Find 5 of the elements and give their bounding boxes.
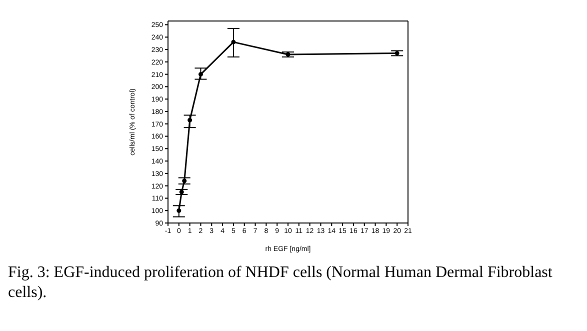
point [176,208,182,213]
caption: Fig. 3: EGF-induced proliferation of NHDF cells (Normal Human Dermal Fibroblast cells). [8,263,554,303]
point [198,72,203,77]
point [231,40,236,44]
point [188,118,192,122]
